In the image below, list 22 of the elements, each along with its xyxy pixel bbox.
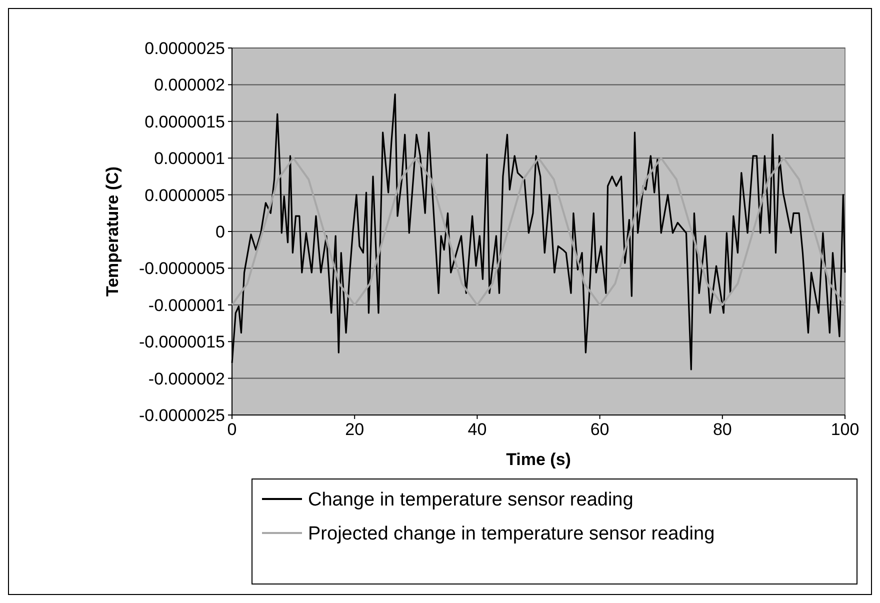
y-tick-label: -0.0000005 — [138, 259, 225, 278]
x-tick-label: 40 — [468, 420, 487, 439]
y-tick-label: 0 — [216, 222, 225, 242]
x-tick-label: 0 — [227, 420, 237, 439]
y-tick-label: 0.000001 — [154, 149, 225, 168]
line-series — [231, 157, 846, 306]
x-axis-title: Time (s) — [506, 450, 571, 469]
y-axis-title: Temperature (C) — [103, 166, 122, 297]
y-tick-label: 0.0000025 — [144, 38, 225, 58]
legend-label: Change in temperature sensor reading — [308, 490, 634, 511]
y-tick-label: -0.000002 — [148, 369, 225, 388]
y-tick-label: 0.000002 — [154, 76, 225, 95]
legend-label: Projected change in temperature sensor reading — [308, 524, 715, 545]
y-tick-label: -0.000001 — [148, 296, 225, 315]
y-tick-label: -0.0000025 — [138, 406, 225, 425]
y-tick-label: -0.0000015 — [138, 332, 225, 352]
x-tick-label: 80 — [712, 420, 732, 439]
y-tick-label: 0.0000005 — [144, 186, 225, 205]
x-tick-label: 20 — [345, 420, 364, 439]
y-tick-label: 0.0000015 — [144, 112, 225, 132]
x-tick-label: 100 — [830, 420, 860, 439]
x-tick-label: 60 — [590, 420, 610, 439]
